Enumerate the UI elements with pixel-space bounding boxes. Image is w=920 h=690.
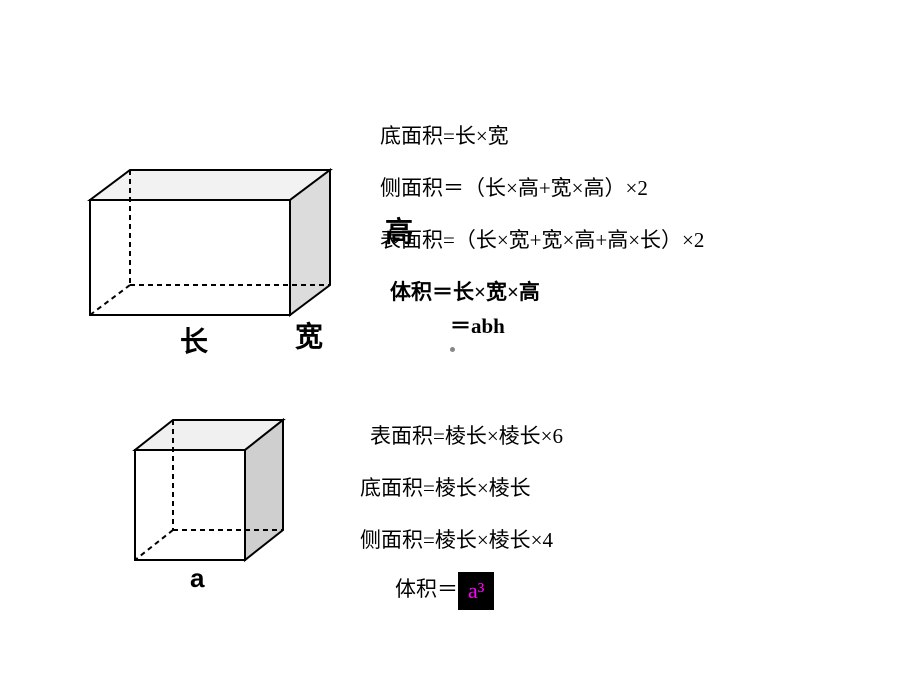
cuboid-lateral-area: 侧面积＝（长×高+宽×高）×2 xyxy=(380,172,704,202)
cube-svg xyxy=(130,415,300,580)
cuboid-surface-area: 表面积=（长×宽+宽×高+高×长）×2 xyxy=(380,224,704,254)
cube-volume: 体积＝a³ xyxy=(395,572,563,610)
cuboid-volume-1: 体积＝长×宽×高 xyxy=(390,276,704,306)
cube-volume-prefix: 体积＝ xyxy=(395,577,458,601)
cube-surface-area: 表面积=棱长×棱长×6 xyxy=(370,420,563,450)
cube-lateral-area: 侧面积=棱长×棱长×4 xyxy=(360,524,563,554)
cuboid-diagram: 高 长 宽 xyxy=(85,165,345,350)
cube-formulas: 表面积=棱长×棱长×6 底面积=棱长×棱长 侧面积=棱长×棱长×4 体积＝a³ xyxy=(370,420,563,610)
cuboid-label-length: 长 xyxy=(180,320,208,360)
center-dot xyxy=(450,347,455,352)
cuboid-formulas: 底面积=长×宽 侧面积＝（长×高+宽×高）×2 表面积=（长×宽+宽×高+高×长… xyxy=(380,120,704,340)
cube-base-area: 底面积=棱长×棱长 xyxy=(360,472,563,502)
cube-label-edge: a xyxy=(190,563,204,594)
cube-volume-box: a³ xyxy=(458,572,494,610)
cube-diagram: a xyxy=(130,415,300,580)
cuboid-label-width: 宽 xyxy=(295,315,323,355)
cuboid-base-area: 底面积=长×宽 xyxy=(380,120,704,150)
cuboid-volume-2: ＝abh xyxy=(450,310,704,340)
